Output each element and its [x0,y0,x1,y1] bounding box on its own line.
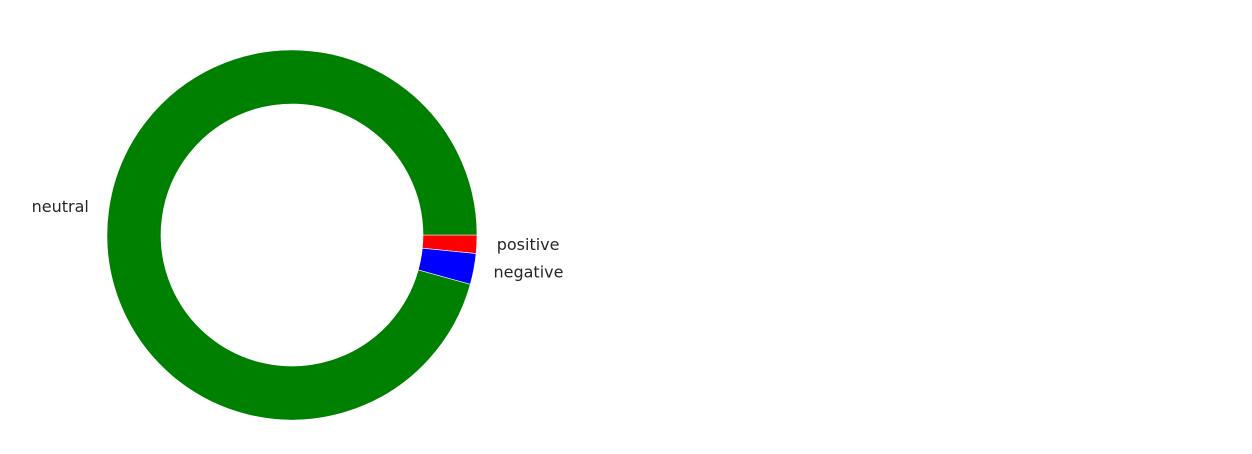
slice-labels: positive negative neutral [32,197,564,281]
slice-neutral [106,49,478,421]
slice-label-neutral: neutral [32,197,89,216]
slice-label-positive: positive [497,235,560,254]
slice-label-negative: negative [493,262,563,281]
donut-slices [106,49,478,421]
